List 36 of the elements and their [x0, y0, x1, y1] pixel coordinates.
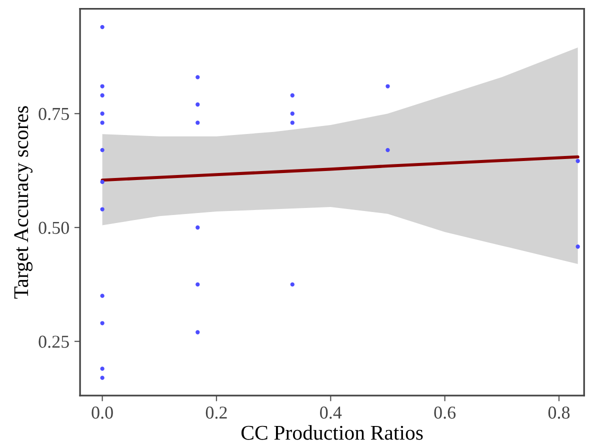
point: [100, 120, 104, 125]
point: [576, 244, 580, 249]
point: [196, 75, 200, 80]
point: [386, 84, 390, 88]
point: [100, 321, 104, 326]
point: [290, 120, 294, 125]
point: [100, 180, 104, 184]
point: [100, 366, 104, 371]
y-tick-label: 0.75: [38, 108, 69, 120]
x-axis-title: CC Production Ratios: [241, 425, 423, 440]
point: [100, 93, 104, 98]
point: [100, 207, 104, 212]
y-tick-label: 0.50: [38, 222, 69, 234]
point: [100, 148, 104, 152]
x-tick-label: 0.4: [320, 406, 342, 419]
point: [290, 282, 294, 287]
point: [576, 158, 580, 164]
point: [196, 225, 200, 230]
x-tick-label: 0.8: [548, 406, 570, 419]
point: [196, 282, 200, 287]
point: [196, 120, 200, 125]
point: [196, 102, 200, 107]
point: [290, 93, 294, 98]
point: [100, 376, 104, 380]
point: [100, 112, 104, 116]
x-tick-label: 0.2: [206, 406, 227, 419]
point: [386, 148, 390, 152]
point: [100, 294, 104, 298]
point: [100, 84, 104, 88]
x-tick-label: 0.0: [92, 406, 113, 419]
point: [196, 330, 200, 334]
y-axis-title: Target Accuracy scores: [14, 106, 32, 299]
x-tick-label: 0.6: [434, 406, 456, 419]
point: [100, 24, 104, 30]
point: [290, 112, 294, 116]
y-tick-label: 0.25: [38, 336, 69, 348]
